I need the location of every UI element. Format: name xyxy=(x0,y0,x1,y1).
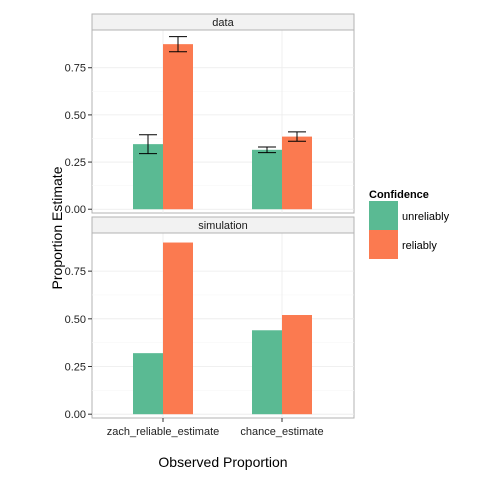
facet-strip xyxy=(91,13,355,31)
bar xyxy=(282,136,312,210)
legend-swatch xyxy=(369,201,398,230)
y-tick-label: 0.75 xyxy=(65,266,86,278)
y-tick-label: 0.25 xyxy=(65,362,86,374)
bar xyxy=(133,144,163,210)
facet-label: data xyxy=(212,17,234,29)
y-tick-label: 0.25 xyxy=(65,157,86,169)
legend-label: unreliably xyxy=(402,211,450,223)
y-tick-label: 0.00 xyxy=(65,204,86,216)
legend-label: reliably xyxy=(402,240,437,252)
legend-swatch xyxy=(369,230,398,259)
x-tick-label: zach_reliable_estimate xyxy=(107,426,220,438)
y-tick-label: 0.75 xyxy=(65,63,86,75)
y-axis-title: Proportion Estimate xyxy=(49,166,65,289)
y-tick-label: 0.00 xyxy=(65,409,86,421)
x-axis-title: Observed Proportion xyxy=(158,454,287,470)
bar xyxy=(282,315,312,415)
bar xyxy=(163,242,193,415)
y-tick-label: 0.50 xyxy=(65,110,86,122)
x-tick-label: chance_estimate xyxy=(240,426,323,438)
facet-strip xyxy=(91,216,355,234)
bar xyxy=(252,149,282,210)
bar xyxy=(163,44,193,210)
legend-title: Confidence xyxy=(369,189,429,201)
bar xyxy=(133,353,163,415)
y-tick-label: 0.50 xyxy=(65,314,86,326)
facet-label: simulation xyxy=(198,220,248,232)
bar xyxy=(252,330,282,415)
